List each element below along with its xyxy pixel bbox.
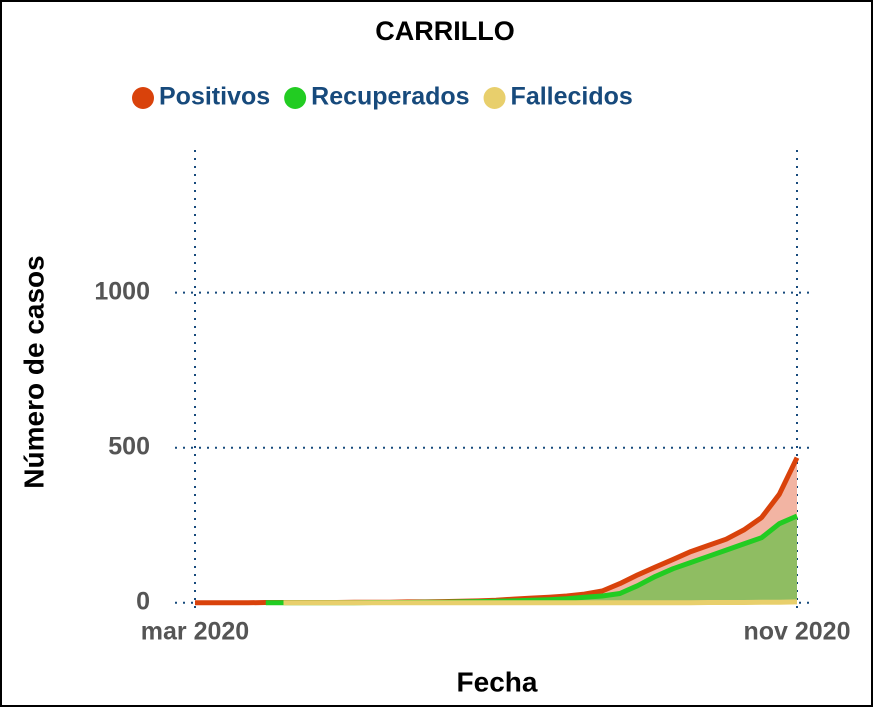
y-tick-label: 1000 [94, 277, 150, 305]
y-tick-label: 500 [108, 432, 150, 460]
legend-marker [284, 87, 307, 109]
x-axis-title: Fecha [457, 666, 538, 697]
legend: Positivos Recuperados Fallecidos [132, 83, 633, 111]
x-tick-label: mar 2020 [141, 618, 249, 646]
legend-label: Positivos [159, 83, 270, 111]
legend-marker [483, 87, 506, 109]
x-tick-label: nov 2020 [743, 618, 850, 646]
legend-label: Fallecidos [511, 83, 633, 111]
y-tick-label: 0 [136, 587, 150, 615]
legend-marker [132, 87, 154, 109]
legend-label: Recuperados [311, 83, 469, 111]
chart-title: CARRILLO [375, 16, 514, 46]
y-axis-title: Número de casos [18, 255, 49, 488]
line [283, 599, 798, 606]
area [265, 516, 797, 603]
